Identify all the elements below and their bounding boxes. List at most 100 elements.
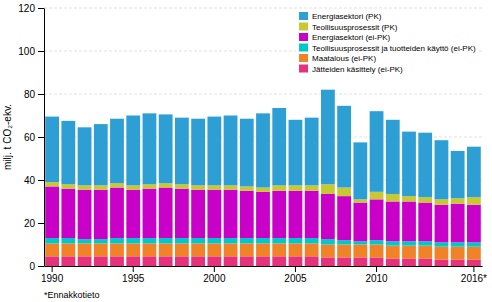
bar (451, 204, 465, 243)
chart: 199019952000200520102016*020406080100120… (0, 0, 492, 302)
bar (386, 241, 400, 245)
bar (402, 258, 416, 266)
bar (256, 192, 270, 238)
x-tick-label: 1990 (41, 273, 64, 284)
y-tick-label: 60 (24, 132, 36, 143)
bar (240, 186, 254, 190)
legend-swatch (299, 44, 308, 52)
bar (224, 116, 238, 186)
bar (224, 243, 238, 256)
y-tick-mark (38, 8, 44, 9)
legend: Energiasektori (PK)Teollisuusprosessit (… (296, 9, 479, 75)
bar (272, 185, 286, 190)
grid-line (44, 94, 482, 95)
bar (370, 245, 384, 258)
bar (435, 260, 449, 266)
y-tick-label: 80 (24, 89, 36, 100)
bar (451, 247, 465, 260)
bar (402, 196, 416, 201)
bar (78, 243, 92, 256)
bar (418, 241, 432, 245)
bar (61, 121, 75, 184)
bar (94, 256, 108, 266)
bar (45, 243, 59, 256)
footnote: *Ennakkotieto (44, 290, 100, 300)
bar (418, 203, 432, 242)
bar (289, 191, 303, 238)
bar (305, 191, 319, 238)
y-tick-label: 120 (18, 3, 35, 14)
y-tick: 80 (24, 89, 44, 100)
bar (61, 256, 75, 266)
bar (467, 197, 481, 205)
bar (370, 192, 384, 200)
legend-entry: Jätteiden käsittely (ei-PK) (299, 65, 403, 74)
x-tick-mark (295, 266, 296, 272)
bar (451, 198, 465, 203)
bar (126, 185, 140, 189)
bar (402, 246, 416, 259)
bar (272, 191, 286, 238)
bar (78, 239, 92, 243)
bar (402, 202, 416, 242)
x-tick-label: 2000 (203, 273, 226, 284)
bar (272, 256, 286, 266)
bar (240, 119, 254, 187)
legend-background (296, 9, 479, 75)
x-tick-label: 2005 (284, 273, 307, 284)
bar (435, 140, 449, 199)
bar (418, 246, 432, 259)
bar (289, 185, 303, 190)
bar (418, 258, 432, 266)
y-tick-mark (38, 180, 44, 181)
bar (256, 243, 270, 256)
legend-swatch (299, 33, 308, 41)
bar (467, 147, 481, 198)
bar (451, 242, 465, 246)
bar (175, 243, 189, 256)
bar (289, 120, 303, 186)
bar (402, 241, 416, 245)
x-tick-mark (214, 266, 215, 272)
bar (256, 238, 270, 243)
bar (207, 190, 221, 238)
bar (224, 256, 238, 266)
y-tick: 100 (18, 46, 44, 57)
bar (45, 117, 59, 183)
bar (143, 256, 157, 266)
y-tick: 20 (24, 218, 44, 229)
bar (353, 257, 367, 266)
bar (272, 108, 286, 185)
x-tick-label: 2010 (365, 273, 388, 284)
bar (143, 189, 157, 238)
y-tick-label: 20 (24, 218, 36, 229)
bar (110, 256, 124, 266)
bar (61, 189, 75, 238)
x-tick-mark (473, 266, 474, 272)
x-tick-mark (133, 266, 134, 272)
legend-entry: Energiasektori (PK) (299, 12, 382, 21)
bar (110, 243, 124, 256)
bar (224, 185, 238, 189)
legend-entry: Teollisuusprosessit ja tuotteiden käyttö… (299, 44, 476, 53)
bar (175, 184, 189, 188)
bar (418, 197, 432, 202)
bar (467, 247, 481, 260)
x-tick-label: 2016* (461, 273, 487, 284)
bar (94, 190, 108, 239)
bar (418, 133, 432, 198)
bar (337, 196, 351, 240)
bar (321, 245, 335, 258)
bar (159, 183, 173, 187)
bar (175, 256, 189, 266)
x-axis: 199019952000200520102016* (41, 266, 487, 284)
bar (159, 114, 173, 183)
legend-swatch (299, 12, 308, 20)
legend-label: Energiasektori (ei-PK) (312, 33, 391, 42)
x-tick: 2016* (461, 266, 487, 284)
bar (126, 190, 140, 238)
y-tick-mark (38, 223, 44, 224)
bar (337, 245, 351, 258)
bar (386, 258, 400, 266)
plot-area: 199019952000200520102016*020406080100120… (18, 3, 487, 284)
